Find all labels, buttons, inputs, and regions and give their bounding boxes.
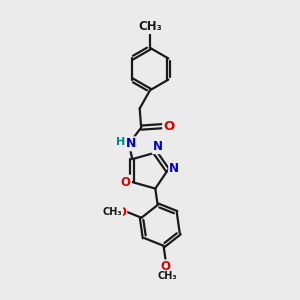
Text: N: N [169,162,179,175]
Text: CH₃: CH₃ [103,207,122,217]
Text: O: O [161,260,171,273]
Text: CH₃: CH₃ [138,20,162,33]
Text: O: O [163,120,175,133]
Text: N: N [126,137,136,150]
Text: O: O [121,176,131,189]
Text: CH₃: CH₃ [158,271,177,281]
Text: H: H [116,137,125,147]
Text: N: N [153,140,163,153]
Text: O: O [116,206,126,218]
